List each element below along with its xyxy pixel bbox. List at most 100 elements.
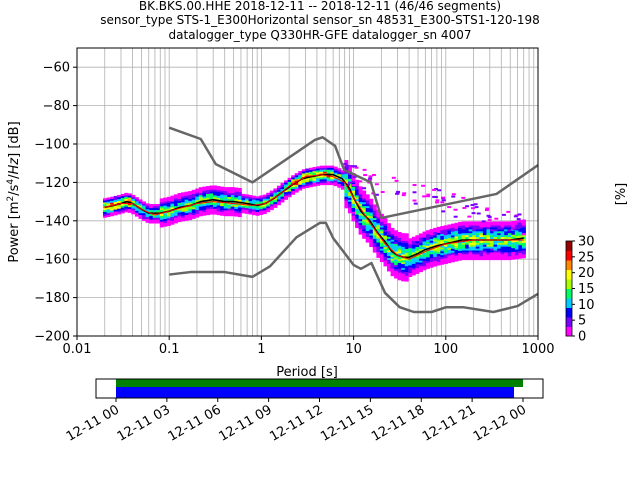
heatmap-cell: [472, 221, 477, 224]
heatmap-cell: [411, 261, 416, 264]
heatmap-cell: [362, 200, 367, 203]
heatmap-cell: [450, 223, 455, 226]
heatmap-cell: [376, 247, 381, 251]
heatmap-cell: [184, 218, 189, 221]
heatmap-cell: [152, 205, 157, 209]
heatmap-cell: [379, 229, 384, 232]
colorbar-segment: [566, 260, 572, 263]
heatmap-cell: [475, 244, 480, 247]
heatmap-cell: [422, 241, 427, 244]
heatmap-cell: [230, 206, 235, 209]
heatmap-cell: [493, 240, 498, 243]
heatmap-cell: [347, 209, 352, 212]
heatmap-cell: [411, 259, 416, 262]
heatmap-cell: [390, 231, 395, 234]
heatmap-cell: [223, 187, 228, 190]
colorbar-segment: [566, 298, 572, 301]
heatmap-cell: [511, 249, 516, 253]
heatmap-cell: [362, 207, 367, 211]
heatmap-cell: [184, 207, 189, 210]
heatmap-cell: [287, 189, 292, 192]
heatmap-cell: [184, 191, 189, 194]
heatmap-cell: [507, 242, 512, 245]
heatmap-cell: [472, 255, 477, 259]
heatmap-cell: [241, 193, 246, 197]
heatmap-cell: [521, 248, 526, 251]
heatmap-cell: [234, 187, 239, 190]
colorbar-segment: [566, 333, 572, 337]
heatmap-cell: [404, 271, 409, 274]
heatmap-cell: [351, 190, 356, 193]
heatmap-cell: [358, 224, 363, 227]
time-tick-label: 12-11 09: [217, 402, 275, 444]
heatmap-cell: [291, 186, 296, 189]
heatmap-cell: [401, 252, 406, 255]
heatmap-cell: [475, 227, 480, 230]
heatmap-cell: [397, 253, 402, 256]
heatmap-cell: [269, 205, 274, 209]
heatmap-cell: [156, 221, 161, 224]
heatmap-cell: [390, 235, 395, 238]
colorbar-segment: [566, 257, 572, 261]
heatmap-cell: [489, 221, 494, 224]
heatmap-cell: [486, 229, 491, 232]
heatmap-cell: [376, 249, 381, 253]
heatmap-cell: [397, 245, 402, 248]
heatmap-cell: [511, 240, 516, 243]
heatmap-cell: [184, 210, 189, 214]
heatmap-cell: [216, 195, 221, 198]
heatmap-cell: [418, 244, 423, 248]
heatmap-cell: [369, 227, 374, 230]
heatmap-cell: [344, 175, 349, 178]
heatmap-cell: [163, 209, 168, 212]
heatmap-cell: [110, 198, 115, 201]
heatmap-cell: [433, 254, 438, 257]
heatmap-cell: [504, 232, 509, 236]
heatmap-cell: [323, 165, 328, 168]
heatmap-cell: [472, 250, 477, 253]
heatmap-cell: [145, 203, 150, 206]
heatmap-cell: [245, 200, 249, 203]
heatmap-cell: [184, 201, 189, 204]
heatmap-cell: [241, 205, 246, 208]
heatmap-cell: [326, 171, 331, 174]
heatmap-cell: [453, 215, 458, 218]
heatmap-cell: [346, 183, 351, 186]
heatmap-cell: [355, 216, 360, 219]
heatmap-cell: [450, 231, 455, 234]
heatmap-cell: [415, 264, 420, 267]
heatmap-cell: [380, 191, 385, 194]
heatmap-cell: [489, 223, 494, 226]
heatmap-cell: [365, 236, 370, 239]
heatmap-cell: [475, 242, 480, 245]
time-tick-label: 12-11 12: [267, 402, 325, 444]
heatmap-cell: [372, 223, 377, 226]
heatmap-cell: [173, 209, 178, 212]
colorbar-segment: [566, 276, 572, 280]
heatmap-cell: [372, 219, 377, 222]
heatmap-cell: [372, 208, 377, 211]
heatmap-cell: [475, 248, 480, 251]
heatmap-cell: [472, 236, 477, 239]
heatmap-cell: [216, 212, 221, 216]
heatmap-cell: [504, 223, 509, 226]
heatmap-cell: [408, 238, 413, 241]
heatmap-cell: [117, 198, 122, 202]
heatmap-cell: [521, 227, 526, 230]
heatmap-cell: [450, 258, 455, 261]
heatmap-cell: [319, 182, 324, 186]
heatmap-cell: [401, 246, 406, 249]
heatmap-cell: [468, 236, 473, 239]
heatmap-cell: [390, 239, 395, 242]
heatmap-cell: [429, 257, 434, 261]
heatmap-cell: [344, 192, 349, 195]
heatmap-cell: [205, 197, 210, 200]
heatmap-cell: [390, 243, 395, 246]
heatmap-cell: [344, 206, 349, 209]
x-tick-label: 0.01: [63, 342, 92, 357]
heatmap-cell: [486, 214, 491, 217]
heatmap-cell: [387, 251, 391, 255]
heatmap-cell: [351, 203, 356, 207]
heatmap-cell: [252, 205, 257, 208]
heatmap-cell: [511, 257, 516, 260]
